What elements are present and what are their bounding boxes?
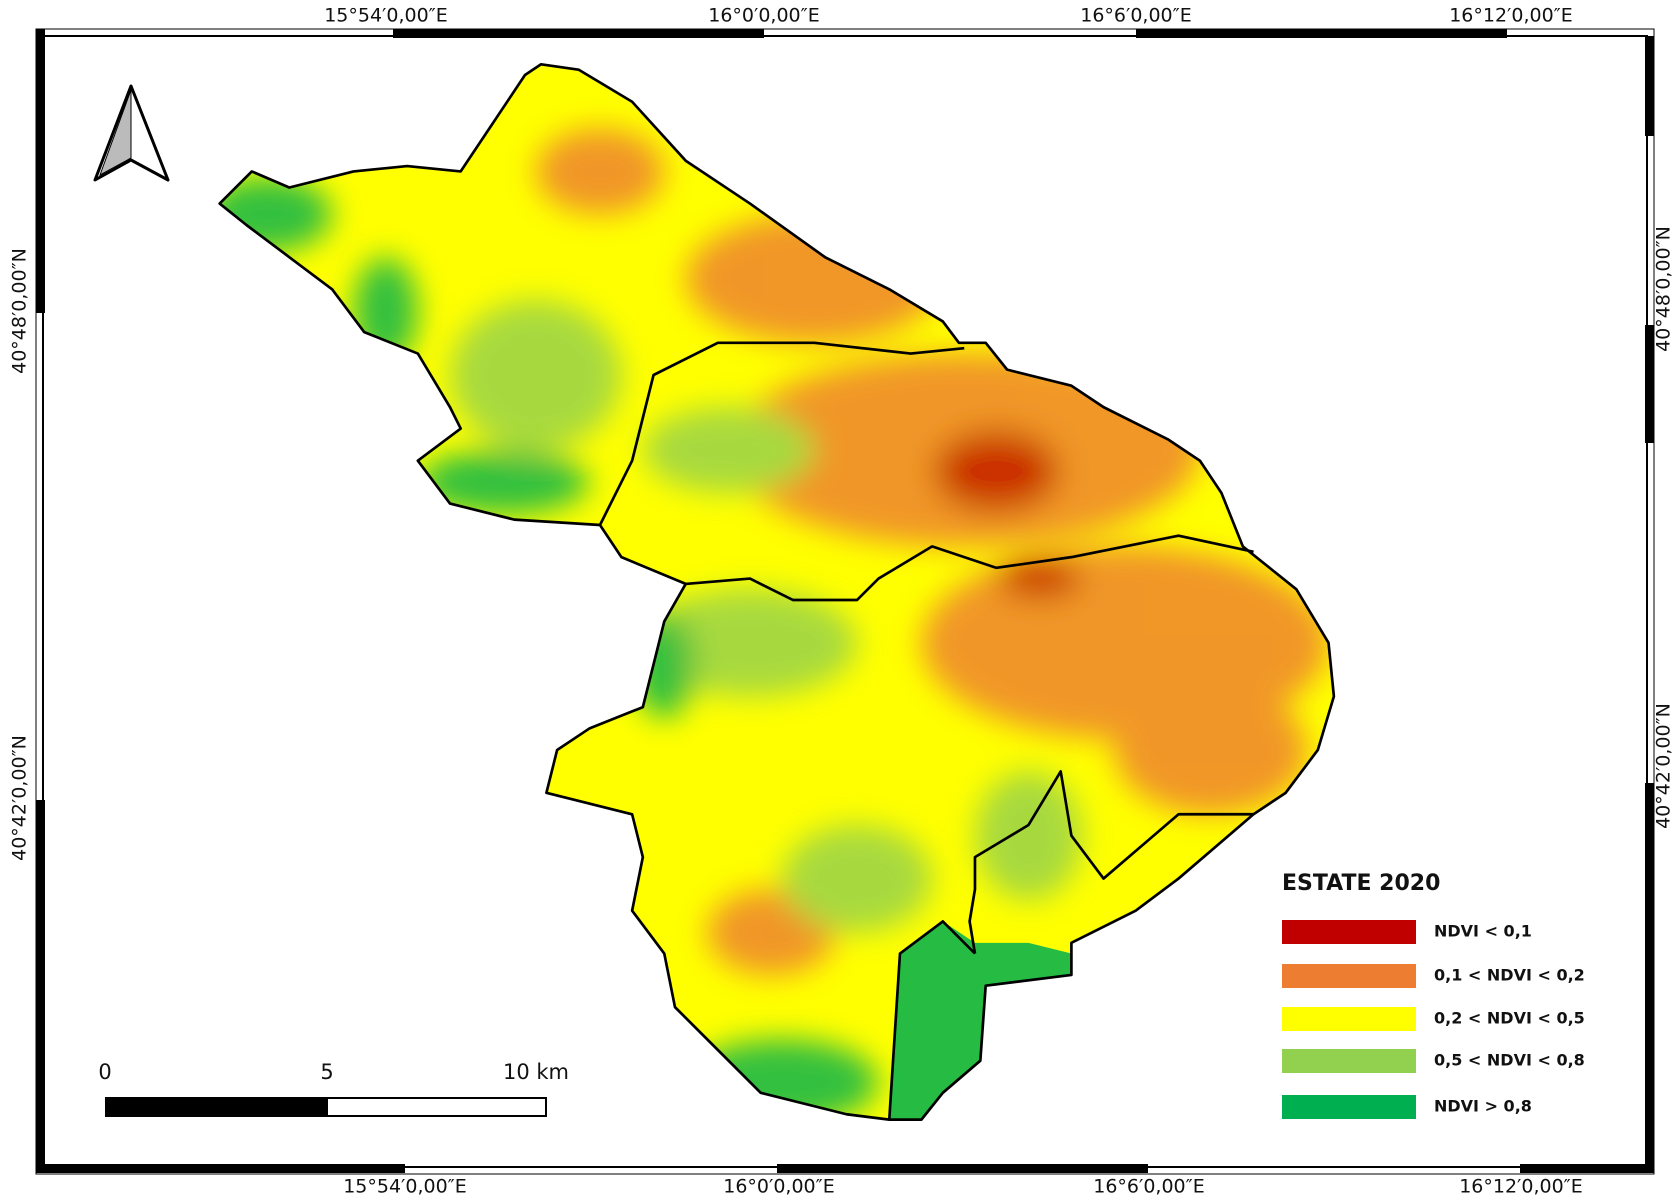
outer-frame bbox=[35, 28, 1655, 1175]
scale-bar-segment bbox=[105, 1097, 328, 1117]
frame-bar bbox=[1645, 36, 1654, 136]
ndvi-area bbox=[642, 589, 858, 697]
legend-label: 0,1 < NDVI < 0,2 bbox=[1434, 966, 1585, 985]
scale-label: 5 bbox=[320, 1060, 333, 1084]
frame-bar bbox=[1136, 29, 1507, 38]
legend-swatch bbox=[1282, 1095, 1416, 1119]
coordinate-label: 15°54′0,00″E bbox=[343, 1176, 467, 1198]
ndvi-area bbox=[932, 428, 1061, 515]
scale-label: 0 bbox=[98, 1060, 111, 1084]
frame-bar bbox=[36, 36, 45, 313]
ndvi-area bbox=[996, 557, 1083, 600]
ndvi-area bbox=[974, 771, 1083, 900]
frame-bar bbox=[777, 1164, 1148, 1173]
ndvi-area bbox=[417, 449, 590, 515]
legend-swatch bbox=[1282, 1049, 1416, 1073]
coordinate-label: 15°54′0,00″E bbox=[324, 5, 448, 27]
frame-bar bbox=[36, 29, 45, 38]
area-boundary bbox=[598, 341, 965, 526]
frame-bar bbox=[1520, 1164, 1654, 1173]
ndvi-area bbox=[1114, 685, 1308, 815]
coordinate-label: 40°48′0,00″N bbox=[9, 248, 31, 374]
frame-bar bbox=[36, 1164, 405, 1173]
ndvi-area bbox=[535, 128, 665, 215]
frame-bar bbox=[393, 29, 764, 38]
coordinate-label: 16°0′0,00″E bbox=[723, 1176, 835, 1198]
legend-label: NDVI > 0,8 bbox=[1434, 1097, 1532, 1116]
coordinate-label: 40°42′0,00″N bbox=[9, 735, 31, 861]
legend-swatch bbox=[1282, 964, 1416, 988]
frame-bar bbox=[1645, 325, 1654, 443]
legend-label: NDVI < 0,1 bbox=[1434, 922, 1532, 941]
coordinate-label: 40°48′0,00″N bbox=[1653, 226, 1675, 352]
coordinate-label: 16°6′0,00″E bbox=[1093, 1176, 1205, 1198]
legend-label: 0,5 < NDVI < 0,8 bbox=[1434, 1051, 1585, 1070]
coordinate-label: 16°12′0,00″E bbox=[1459, 1176, 1583, 1198]
coordinate-label: 16°0′0,00″E bbox=[708, 5, 820, 27]
coordinate-label: 40°42′0,00″N bbox=[1653, 703, 1675, 829]
ndvi-area bbox=[449, 299, 622, 450]
legend-swatch bbox=[1282, 920, 1416, 944]
area-boundary bbox=[887, 920, 976, 1120]
area-boundary bbox=[685, 534, 1254, 602]
ndvi-area bbox=[782, 824, 933, 933]
coordinate-label: 16°12′0,00″E bbox=[1449, 5, 1573, 27]
north-arrow bbox=[93, 84, 170, 182]
frame-bars bbox=[36, 29, 1654, 1173]
area-boundary bbox=[968, 770, 1254, 954]
ndvi-area bbox=[642, 407, 815, 493]
legend-title: ESTATE 2020 bbox=[1282, 871, 1440, 896]
scale-bar-segment bbox=[326, 1097, 547, 1117]
ndvi-area bbox=[889, 921, 1072, 1120]
legend-label: 0,2 < NDVI < 0,5 bbox=[1434, 1009, 1585, 1028]
coordinate-label: 16°6′0,00″E bbox=[1080, 5, 1192, 27]
legend-swatch bbox=[1282, 1007, 1416, 1031]
scale-label: 10 km bbox=[503, 1060, 569, 1084]
frame-bar bbox=[36, 800, 45, 1167]
frame-bar bbox=[1645, 783, 1654, 1167]
